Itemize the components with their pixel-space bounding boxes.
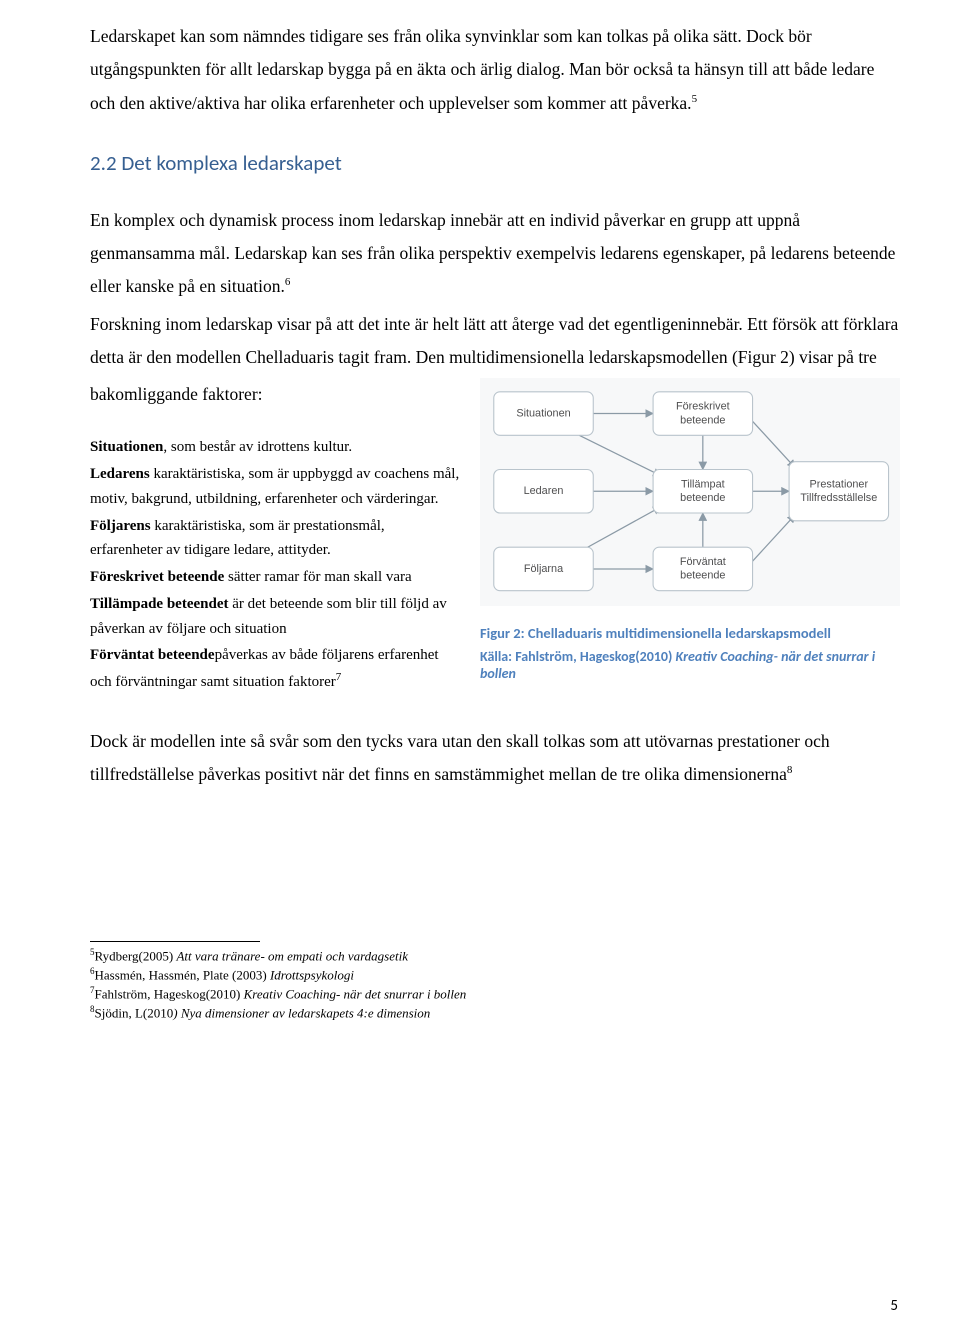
node-ledaren: Ledaren — [494, 469, 593, 513]
fn7-text: Fahlström, Hageskog(2010) — [95, 986, 244, 1001]
p1-text: Ledarskapet kan som nämndes tidigare ses… — [90, 26, 874, 113]
fn7-title: Kreativ Coaching- när det snurrar i boll… — [244, 986, 467, 1001]
def-forvantat-sup: 7 — [336, 671, 342, 683]
leadership-model-diagram: SituationenFöreskrivetbeteendeLedarenTil… — [486, 384, 894, 602]
node-situationen: Situationen — [494, 392, 593, 436]
svg-text:Förväntat: Förväntat — [680, 556, 726, 568]
p2a-text: En komplex och dynamisk process inom led… — [90, 210, 895, 297]
svg-text:Ledaren: Ledaren — [524, 485, 564, 497]
figure-source-text: Källa: Fahlström, Hageskog(2010) — [480, 648, 676, 665]
page: Ledarskapet kan som nämndes tidigare ses… — [0, 0, 960, 1329]
fn6-title: Idrottspsykologi — [270, 967, 354, 982]
def-ledarens-term: Ledarens — [90, 466, 150, 482]
svg-text:Situationen: Situationen — [516, 408, 570, 420]
footnote-6: 6Hassmén, Hassmén, Plate (2003) Idrottsp… — [90, 965, 900, 984]
def-foreskrivet-text: sätter ramar för man skall vara — [224, 569, 411, 585]
node-foljarna: Följarna — [494, 547, 593, 591]
def-situationen-text: , som består av idrottens kultur. — [163, 439, 352, 455]
node-prest: Prestationer Tillfredsställelse — [789, 462, 888, 521]
footnote-separator — [90, 941, 260, 942]
def-tillampade: Tillämpade beteendet är det beteende som… — [90, 592, 460, 642]
section-heading: 2.2 Det komplexa ledarskapet — [90, 150, 900, 176]
footnotes: 5Rydberg(2005) Att vara tränare- om empa… — [90, 946, 900, 1022]
figure-source: Källa: Fahlström, Hageskog(2010) Kreativ… — [480, 648, 900, 682]
node-foreskrivet: Föreskrivetbeteende — [653, 392, 752, 436]
paragraph-2b: Forskning inom ledarskap visar på att de… — [90, 308, 900, 375]
right-column: SituationenFöreskrivetbeteendeLedarenTil… — [480, 378, 900, 682]
paragraph-2c: bakomliggande faktorer: — [90, 378, 460, 411]
p3-sup: 8 — [787, 764, 793, 776]
def-tillampade-term: Tillämpade beteendet — [90, 596, 228, 612]
figure-caption: Figur 2: Chelladuaris multidimensionella… — [480, 624, 900, 642]
svg-text:beteende: beteende — [680, 414, 725, 426]
node-tillampat: Tillämpat beteende — [653, 469, 752, 513]
def-foreskrivet-term: Föreskrivet beteende — [90, 569, 224, 585]
left-column: bakomliggande faktorer: Situationen, som… — [90, 378, 460, 697]
p1-sup: 5 — [692, 93, 698, 105]
fn8-title: ) Nya dimensioner av ledarskapets 4:e di… — [173, 1005, 430, 1020]
svg-text:Följarna: Följarna — [524, 563, 564, 575]
two-column-region: bakomliggande faktorer: Situationen, som… — [90, 378, 900, 697]
svg-text:beteende: beteende — [680, 570, 725, 582]
svg-text:Prestationer: Prestationer — [810, 478, 869, 490]
def-forvantat-term: Förväntat beteende — [90, 647, 215, 663]
def-situationen-term: Situationen — [90, 439, 163, 455]
svg-text:Föreskrivet: Föreskrivet — [676, 401, 730, 413]
def-foljarens: Följarens karaktäristiska, som är presta… — [90, 514, 460, 564]
footnote-8: 8Sjödin, L(2010) Nya dimensioner av leda… — [90, 1003, 900, 1022]
footnote-7: 7Fahlström, Hageskog(2010) Kreativ Coach… — [90, 984, 900, 1003]
svg-text:beteende: beteende — [680, 492, 725, 504]
paragraph-1: Ledarskapet kan som nämndes tidigare ses… — [90, 20, 900, 120]
p3-text: Dock är modellen inte så svår som den ty… — [90, 731, 830, 784]
svg-text:Tillämpat: Tillämpat — [681, 478, 725, 490]
diagram-container: SituationenFöreskrivetbeteendeLedarenTil… — [480, 378, 900, 606]
def-foljarens-term: Följarens — [90, 518, 151, 534]
footnote-5: 5Rydberg(2005) Att vara tränare- om empa… — [90, 946, 900, 965]
node-forvantat: Förväntat beteende — [653, 547, 752, 591]
svg-text:Tillfredsställelse: Tillfredsställelse — [800, 492, 877, 504]
paragraph-3: Dock är modellen inte så svår som den ty… — [90, 725, 900, 792]
fn5-title: Att vara tränare- om empati och vardagse… — [176, 949, 408, 964]
page-number: 5 — [890, 1297, 898, 1315]
fn5-text: Rydberg(2005) — [95, 949, 177, 964]
fn8-text: Sjödin, L(2010 — [95, 1005, 174, 1020]
def-foreskrivet: Föreskrivet beteende sätter ramar för ma… — [90, 565, 460, 590]
paragraph-2a: En komplex och dynamisk process inom led… — [90, 204, 900, 304]
def-forvantat: Förväntat beteendepåverkas av både följa… — [90, 643, 460, 695]
fn6-text: Hassmén, Hassmén, Plate (2003) — [95, 967, 270, 982]
def-situationen: Situationen, som består av idrottens kul… — [90, 435, 460, 460]
def-ledarens: Ledarens karaktäristiska, som är uppbygg… — [90, 462, 460, 512]
p2a-sup: 6 — [285, 276, 291, 288]
